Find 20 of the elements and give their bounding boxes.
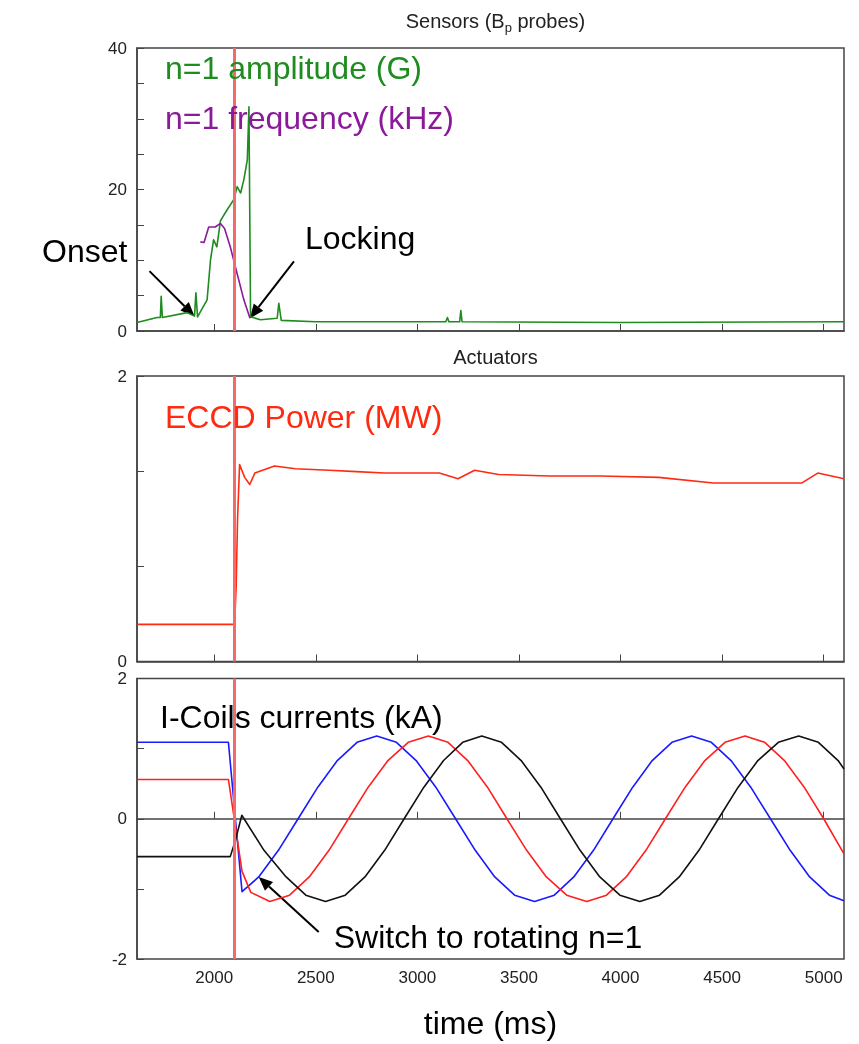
x-tick-label: 3500 xyxy=(500,968,538,987)
y-tick-label: 2 xyxy=(117,669,127,688)
y-tick-label: 0 xyxy=(117,321,127,341)
x-tick-label: 2000 xyxy=(195,968,234,987)
annotation: Switch to rotating n=1 xyxy=(333,918,643,955)
x-tick-label: 2500 xyxy=(296,968,335,987)
annotation: Locking xyxy=(304,220,416,257)
x-tick-label: 4000 xyxy=(601,968,640,987)
x-axis-title: time (ms) xyxy=(423,1005,558,1041)
chart-title: Actuators xyxy=(453,346,538,368)
x-tick-label: 5000 xyxy=(804,968,843,987)
y-tick-label: -2 xyxy=(111,949,127,969)
annotation: Onset xyxy=(42,233,128,270)
y-tick-label: 40 xyxy=(108,38,127,58)
y-tick-label: 0 xyxy=(117,652,127,671)
y-tick-label: 2 xyxy=(117,366,127,386)
x-tick-label: 4500 xyxy=(703,968,742,987)
x-tick-label: 3000 xyxy=(398,968,437,987)
y-tick-label: 20 xyxy=(108,180,127,199)
y-tick-label: 0 xyxy=(117,809,127,829)
